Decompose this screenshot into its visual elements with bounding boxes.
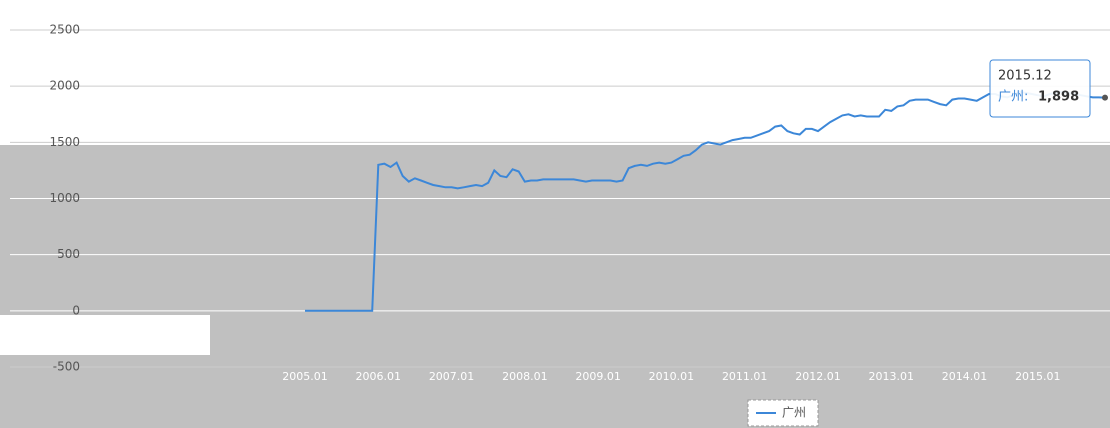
glitch-band	[210, 315, 1110, 355]
y-tick-label: 500	[57, 247, 80, 261]
data-line	[305, 90, 1106, 312]
x-tick-label: 2005.01	[282, 370, 328, 383]
x-tick-label: 2013.01	[869, 370, 915, 383]
y-tick-label: 2000	[49, 79, 80, 93]
tooltip: 2015.12 广州: 1,898	[989, 59, 1091, 118]
x-tick-label: 2006.01	[356, 370, 402, 383]
x-tick-label: 2012.01	[795, 370, 841, 383]
y-tick-label: 1500	[49, 135, 80, 149]
x-tick-label: 2010.01	[649, 370, 695, 383]
glitch-band	[0, 145, 1110, 315]
x-tick-label: 2015.01	[1015, 370, 1061, 383]
y-tick-label: 2500	[49, 23, 80, 37]
legend-label: 广州	[782, 406, 806, 420]
x-tick-label: 2011.01	[722, 370, 768, 383]
glitch-band	[0, 355, 1110, 428]
y-tick-label: -500	[53, 360, 80, 374]
x-tick-label: 2007.01	[429, 370, 475, 383]
y-tick-label: 0	[72, 303, 80, 317]
x-tick-label: 2009.01	[575, 370, 621, 383]
y-tick-label: 1000	[49, 191, 80, 205]
tooltip-value: 1,898	[1038, 90, 1079, 105]
legend[interactable]: 广州	[747, 399, 819, 427]
tooltip-date: 2015.12	[998, 69, 1052, 84]
tooltip-box	[989, 59, 1091, 118]
x-tick-label: 2014.01	[942, 370, 988, 383]
tooltip-point	[1102, 94, 1108, 101]
x-tick-label: 2008.01	[502, 370, 548, 383]
tooltip-series: 广州:	[998, 90, 1028, 105]
